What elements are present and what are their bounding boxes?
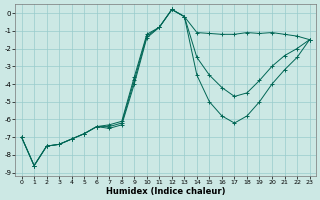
X-axis label: Humidex (Indice chaleur): Humidex (Indice chaleur) — [106, 187, 225, 196]
